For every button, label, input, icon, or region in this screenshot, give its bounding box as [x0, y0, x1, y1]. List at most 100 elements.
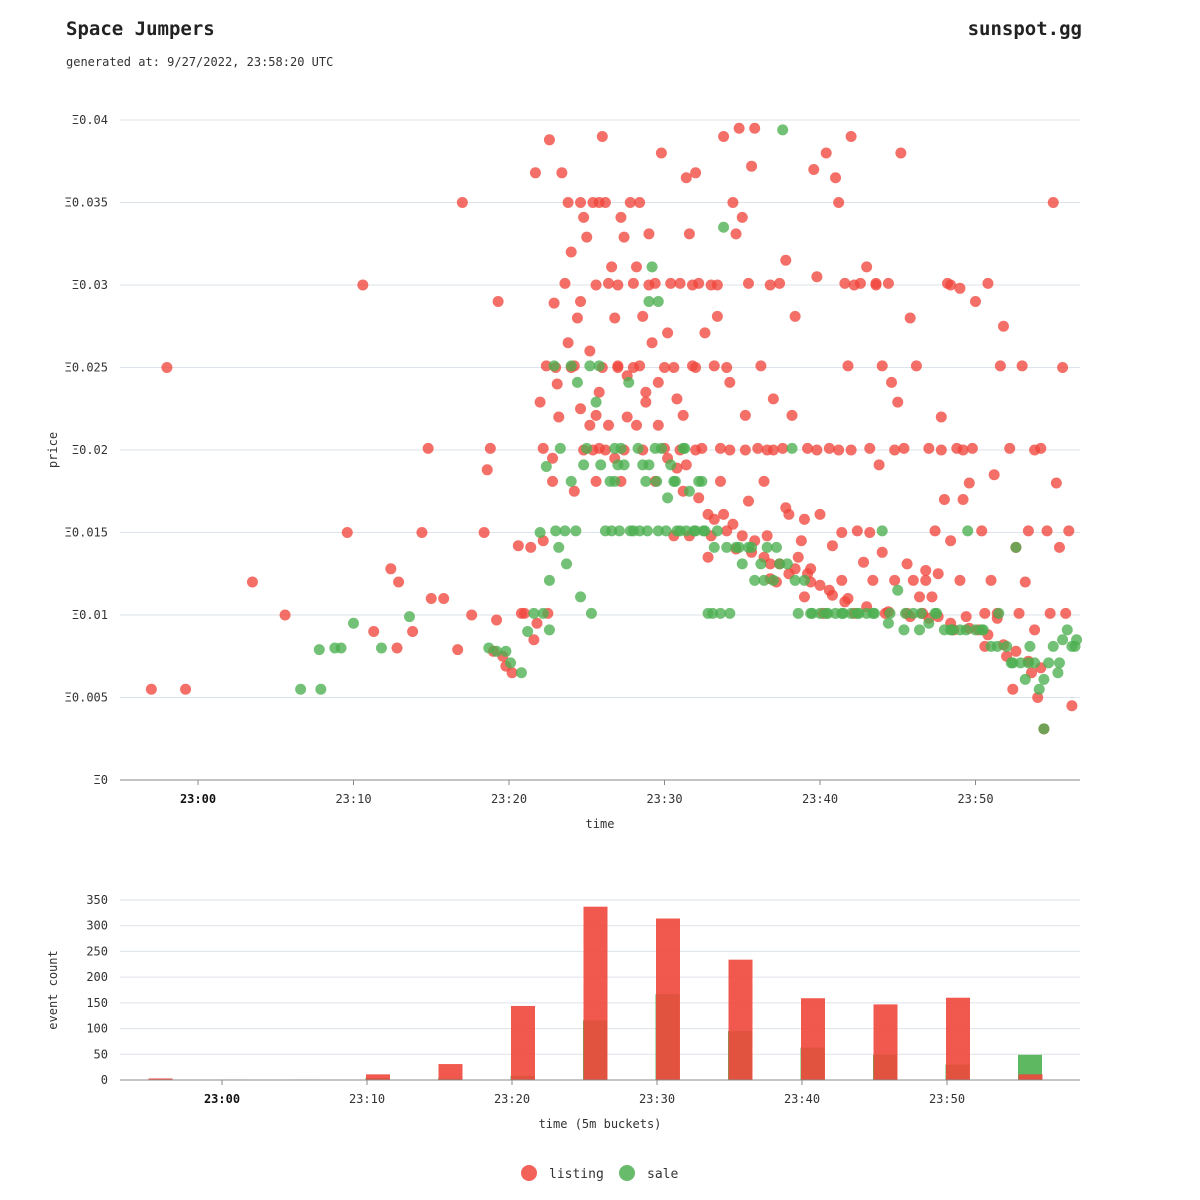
listing-point [603, 277, 615, 289]
listing-bar [583, 906, 608, 1080]
listing-point [590, 475, 602, 487]
sale-point [403, 611, 415, 623]
listing-point [686, 279, 698, 291]
sale-point [606, 525, 618, 537]
listing-point [562, 337, 574, 349]
sale-bar [583, 1020, 607, 1080]
sale-point [907, 607, 919, 619]
x-axis-title: time (5m buckets) [539, 1117, 662, 1131]
sale-point [898, 624, 910, 636]
sale-point [335, 642, 347, 654]
listing-point [553, 411, 565, 423]
listing-point [145, 683, 157, 695]
sale-point [1024, 640, 1036, 652]
listing-point [811, 444, 823, 456]
sale-point [976, 624, 988, 636]
sale-point [929, 607, 941, 619]
listing-point [711, 279, 723, 291]
listing-point [718, 508, 730, 520]
listing-bar [1018, 1074, 1043, 1080]
y-tick-label: 0 [101, 1073, 108, 1087]
listing-point [612, 362, 624, 373]
sale-point [915, 607, 927, 619]
listing-point [609, 312, 621, 324]
listing-point [727, 197, 739, 208]
listing-point [1044, 607, 1056, 619]
listing-point [904, 312, 916, 324]
listing-point [742, 495, 754, 507]
sale-point [548, 360, 560, 372]
sale-point [993, 607, 1005, 619]
listing-bar [873, 1004, 898, 1080]
sale-point [707, 607, 719, 619]
listing-point [606, 261, 618, 273]
listing-point [631, 261, 643, 273]
sale-point [721, 541, 733, 553]
listing-point [385, 563, 397, 575]
listing-point [631, 419, 643, 431]
listing-point [957, 444, 969, 456]
listing-point [341, 527, 353, 538]
listing-point [279, 609, 291, 621]
sale-point [375, 642, 387, 654]
sale-point [593, 360, 605, 372]
listing-bar [148, 1078, 173, 1080]
y-tick-label: Ξ0 [94, 773, 108, 787]
sale-point [724, 607, 736, 619]
listing-point [935, 411, 947, 423]
listing-bar [293, 1079, 318, 1080]
sale-point [581, 442, 593, 454]
listing-point [180, 683, 192, 695]
listing-point [926, 591, 938, 603]
listing-point [714, 442, 726, 454]
listing-point [839, 596, 851, 608]
listing-point [1053, 541, 1065, 553]
legend-item-listing[interactable]: listing [521, 1165, 604, 1182]
legend-item-sale[interactable]: sale [619, 1165, 678, 1182]
x-tick-label: 23:00 [180, 792, 216, 806]
listing-point [966, 442, 978, 454]
sale-point [683, 485, 695, 497]
sale-point [543, 574, 555, 586]
sale-point [767, 574, 779, 586]
sale-point [711, 525, 723, 537]
listing-point [1063, 525, 1075, 537]
listing-point [584, 419, 596, 431]
listing-point [683, 228, 695, 240]
sale-point [1010, 541, 1022, 553]
listing-point [491, 614, 503, 626]
listing-point [845, 444, 857, 456]
listing-point [851, 525, 863, 537]
listing-point [820, 147, 832, 159]
listing-point [559, 277, 571, 289]
listing-point [581, 231, 593, 243]
listing-point [615, 211, 627, 223]
sale-point [960, 624, 972, 636]
listing-point [1029, 444, 1041, 456]
sale-point [736, 558, 748, 570]
listing-point [867, 574, 879, 586]
listing-point [811, 271, 823, 283]
listing-point [593, 386, 605, 398]
brand-link[interactable]: sunspot.gg [967, 18, 1082, 40]
listing-point [997, 320, 1009, 332]
listing-point [836, 574, 848, 586]
listing-point [525, 541, 537, 553]
sale-point [615, 442, 627, 454]
sale-point [595, 459, 607, 471]
listing-point [798, 591, 810, 603]
listing-point [702, 551, 714, 563]
listing-point [590, 409, 602, 421]
listing-point [568, 485, 580, 497]
sale-point [892, 584, 904, 596]
sale-point [884, 607, 896, 619]
sale-point [1022, 657, 1034, 669]
listing-point [537, 442, 549, 454]
listing-point [836, 527, 848, 538]
listing-point [901, 558, 913, 570]
sale-point [662, 492, 674, 504]
listing-bar [366, 1074, 390, 1080]
listing-point [786, 409, 798, 421]
chart-title: Space Jumpers [66, 18, 215, 40]
sale-point [774, 558, 786, 570]
